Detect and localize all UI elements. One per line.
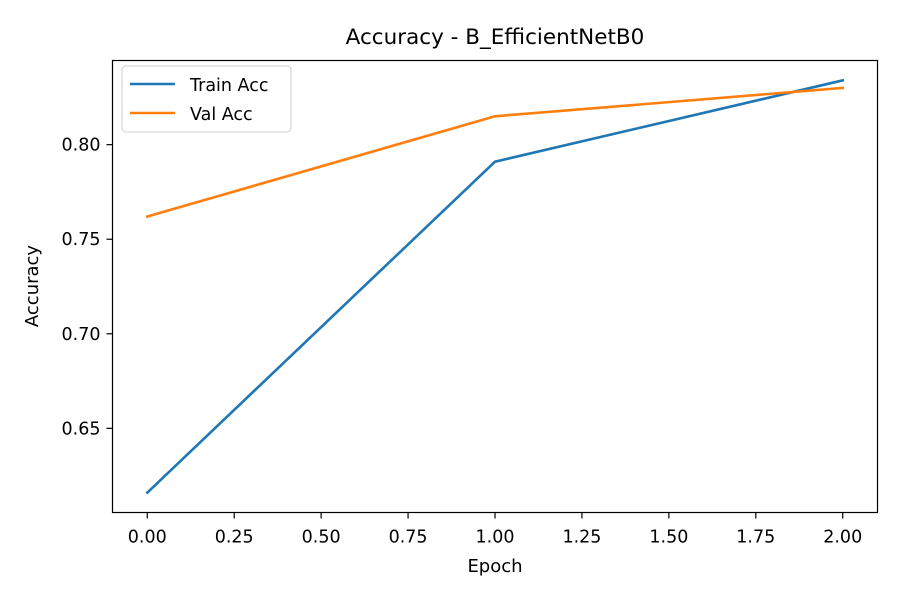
x-tick-label: 0.00 [128,528,167,548]
x-tick-label: 1.25 [562,528,601,548]
y-tick-label: 0.75 [62,230,101,250]
plot-area-frame [111,59,879,514]
x-axis: 0.00 0.25 0.50 0.75 1.00 1.25 1.50 1.75 2.00 [128,512,862,548]
chart-title: Accuracy - B_EfficientNetB0 [346,25,645,50]
legend: Train Acc Val Acc [121,65,292,133]
legend-train-label: Train Acc [189,76,268,96]
y-tick-label: 0.80 [62,136,101,156]
legend-val-label: Val Acc [190,105,253,125]
y-axis-label: Accuracy [22,245,43,328]
x-tick-label: 1.50 [649,528,688,548]
y-tick-label: 0.70 [62,325,101,345]
series-line-val-acc [145,86,845,219]
x-tick-label: 1.00 [476,528,515,548]
y-axis: 0.65 0.70 0.75 0.80 [62,136,113,439]
x-tick-label: 1.75 [736,528,775,548]
series-line-train-acc [145,78,845,495]
y-tick-label: 0.65 [62,419,101,439]
legend-frame [121,65,292,133]
x-axis-label: Epoch [467,556,522,577]
plot-lines [145,78,845,495]
x-tick-label: 0.25 [215,528,254,548]
x-tick-label: 0.75 [389,528,428,548]
x-tick-label: 0.50 [302,528,341,548]
x-tick-label: 2.00 [823,528,862,548]
